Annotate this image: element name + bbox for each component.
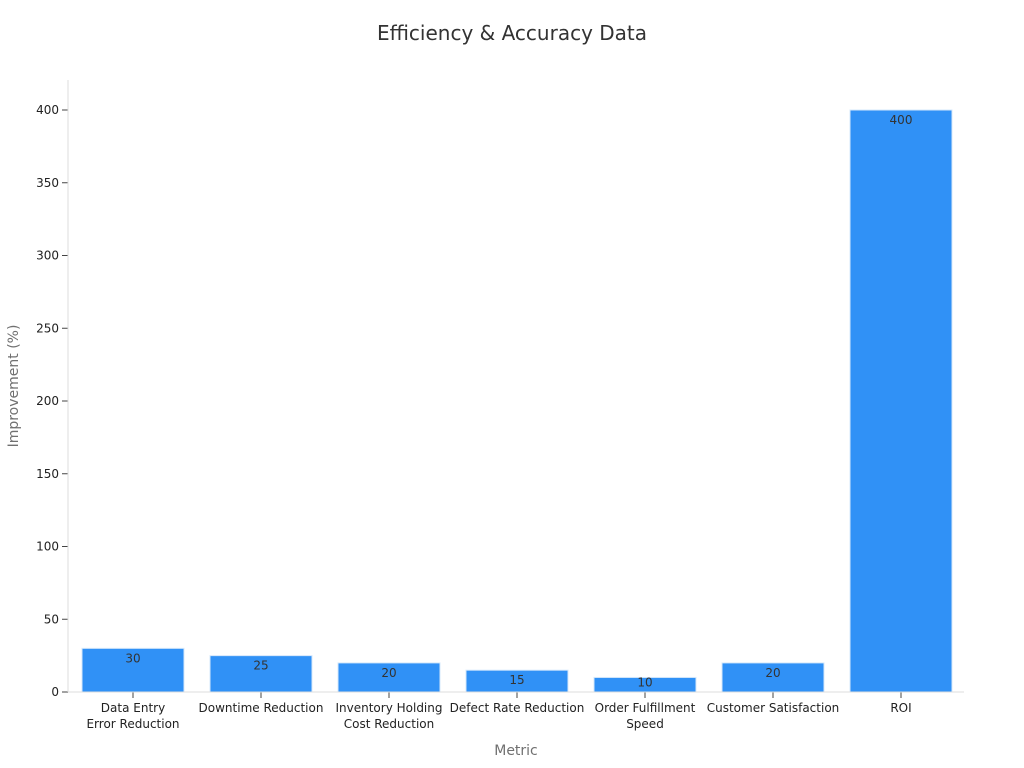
y-tick-label: 350: [36, 176, 59, 190]
bar: [849, 109, 953, 693]
y-axis-label: Improvement (%): [6, 325, 22, 448]
bar: [81, 647, 185, 693]
x-axis-ticks: Data Entry Error Reduction Downtime Reduct…: [86, 692, 912, 731]
y-tick-label: 250: [36, 321, 59, 335]
bar-value-label: 25: [253, 659, 268, 673]
bars: 30 25 20 15 10 20 400: [81, 109, 953, 693]
y-tick-label: 200: [36, 394, 59, 408]
y-tick-label: 100: [36, 540, 59, 554]
y-tick-label: 150: [36, 467, 59, 481]
x-tick-label: Order Fulfillment Speed: [595, 701, 696, 731]
y-tick-label: 0: [51, 685, 59, 699]
x-tick-label: ROI: [890, 701, 911, 715]
chart-title: Efficiency & Accuracy Data: [377, 21, 647, 45]
x-tick-label: Downtime Reduction: [199, 701, 324, 715]
y-axis-ticks: 0 50 100 150 200 250 300 350 400: [36, 103, 68, 699]
y-tick-label: 50: [44, 612, 59, 626]
x-axis-label: Metric: [494, 743, 538, 759]
bar-value-label: 20: [381, 666, 396, 680]
bar-value-label: 30: [125, 651, 140, 665]
y-tick-label: 400: [36, 103, 59, 117]
x-tick-label: Customer Satisfaction: [707, 701, 840, 715]
x-tick-label: Data Entry Error Reduction: [86, 701, 179, 731]
y-tick-label: 300: [36, 249, 59, 263]
x-tick-label: Defect Rate Reduction: [450, 701, 585, 715]
bar: [721, 662, 825, 693]
bar-value-label: 15: [509, 673, 524, 687]
bar-value-label: 400: [890, 113, 913, 127]
bar-value-label: 10: [637, 675, 652, 689]
x-tick-label: Inventory Holding Cost Reduction: [335, 701, 442, 731]
bar-value-label: 20: [765, 666, 780, 680]
